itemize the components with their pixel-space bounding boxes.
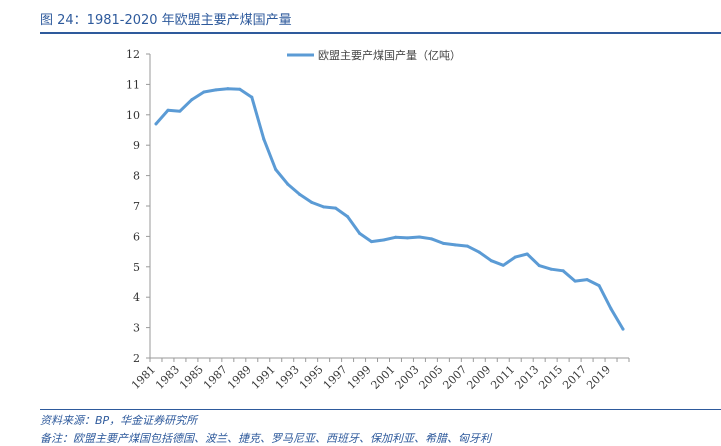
data-point xyxy=(573,279,577,283)
y-tick-label: 6 xyxy=(133,230,140,243)
y-tick-label: 9 xyxy=(133,139,140,152)
figure-title: 图 24：1981-2020 年欧盟主要产煤国产量 xyxy=(40,13,292,28)
title-divider xyxy=(40,32,721,34)
x-tick-label: 1985 xyxy=(177,363,206,392)
data-point xyxy=(477,250,481,254)
data-point xyxy=(310,200,314,204)
x-tick-label: 1987 xyxy=(201,363,230,392)
x-tick-label: 2007 xyxy=(440,363,469,392)
x-tick-label: 1999 xyxy=(345,363,374,392)
data-point xyxy=(334,206,338,210)
source-divider xyxy=(40,409,721,410)
data-point xyxy=(429,237,433,241)
data-point xyxy=(190,98,194,102)
data-point xyxy=(405,236,409,240)
x-tick-label: 2011 xyxy=(488,363,517,392)
data-point xyxy=(274,168,278,172)
data-point xyxy=(226,87,230,91)
data-point xyxy=(166,108,170,112)
x-tick-label: 1997 xyxy=(321,363,350,392)
data-point xyxy=(549,267,553,271)
series-line xyxy=(154,87,625,331)
plot-area xyxy=(154,87,625,331)
data-point xyxy=(250,95,254,99)
data-point xyxy=(441,241,445,245)
data-point xyxy=(489,259,493,263)
source-text: 资料来源：BP，华金证券研究所 xyxy=(40,414,198,427)
data-point xyxy=(453,243,457,247)
data-point xyxy=(597,284,601,288)
data-point xyxy=(585,278,589,282)
x-tick-label: 2013 xyxy=(512,363,541,392)
data-point xyxy=(513,255,517,259)
y-tick-label: 2 xyxy=(133,352,140,365)
x-tick-label: 2005 xyxy=(417,363,446,392)
y-tick-label: 3 xyxy=(133,322,140,335)
x-tick-label: 1993 xyxy=(273,363,302,392)
note-text: 备注：欧盟主要产煤国包括德国、波兰、捷克、罗马尼亚、西班牙、保加利亚、希腊、匈牙… xyxy=(40,432,491,445)
data-point xyxy=(322,205,326,209)
data-point xyxy=(286,182,290,186)
data-point xyxy=(537,264,541,268)
x-tick-label: 1983 xyxy=(153,363,182,392)
data-point xyxy=(370,240,374,244)
data-point xyxy=(465,244,469,248)
y-tick-label: 12 xyxy=(126,48,140,61)
x-tick-label: 2019 xyxy=(584,363,613,392)
data-point xyxy=(346,215,350,219)
y-tick-label: 7 xyxy=(133,200,140,213)
data-point xyxy=(501,263,505,267)
x-tick-label: 2001 xyxy=(369,363,398,392)
x-tick-label: 2015 xyxy=(536,363,565,392)
data-point xyxy=(238,87,242,91)
y-tick-label: 5 xyxy=(133,261,140,274)
data-point xyxy=(154,122,158,126)
x-tick-label: 2009 xyxy=(464,363,493,392)
data-point xyxy=(393,235,397,239)
data-point xyxy=(214,88,218,92)
x-tick-label: 1991 xyxy=(249,363,278,392)
y-tick-label: 11 xyxy=(126,78,140,91)
data-point xyxy=(561,269,565,273)
data-point xyxy=(202,90,206,94)
data-point xyxy=(178,109,182,113)
data-point xyxy=(609,307,613,311)
data-point xyxy=(358,231,362,235)
y-axis: 2 3 4 5 6 7 8 9 10 11 12 xyxy=(126,48,151,365)
y-tick-label: 10 xyxy=(126,109,140,122)
data-point xyxy=(417,235,421,239)
x-tick-label: 1989 xyxy=(225,363,254,392)
x-tick-label: 2017 xyxy=(560,363,589,392)
y-tick-label: 4 xyxy=(133,291,140,304)
data-point xyxy=(382,238,386,242)
x-tick-label: 1981 xyxy=(129,363,158,392)
data-point xyxy=(262,137,266,141)
legend: 欧盟主要产煤国产量（亿吨） xyxy=(287,48,461,62)
x-tick-label: 2003 xyxy=(393,363,422,392)
data-point xyxy=(298,192,302,196)
legend-label: 欧盟主要产煤国产量（亿吨） xyxy=(318,48,461,62)
x-axis: 1981198319851987198919911993199519971999… xyxy=(129,357,630,392)
data-point xyxy=(525,252,529,256)
x-tick-label: 1995 xyxy=(297,363,326,392)
y-tick-label: 8 xyxy=(133,170,140,183)
data-point xyxy=(621,327,625,331)
